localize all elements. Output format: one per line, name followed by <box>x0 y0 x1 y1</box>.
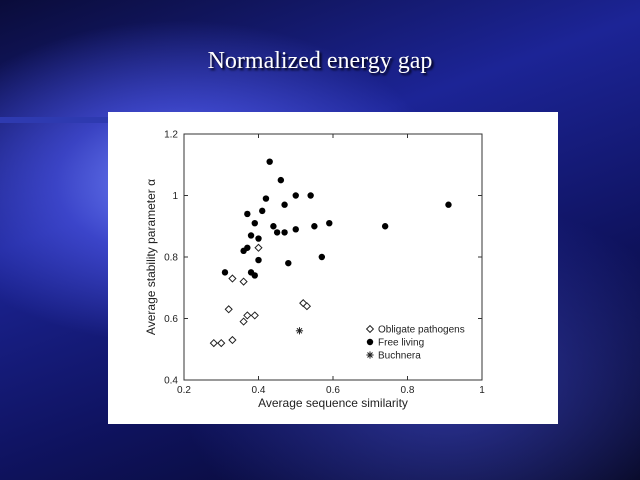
data-point <box>307 192 314 199</box>
legend-marker <box>366 351 374 359</box>
data-point <box>262 195 270 202</box>
data-point <box>302 302 312 311</box>
data-point <box>224 305 233 314</box>
data-point <box>254 243 263 252</box>
legend-label: Buchnera <box>378 351 421 362</box>
x-tick-label: 1 <box>479 385 485 396</box>
data-point <box>228 274 237 283</box>
data-point <box>292 192 299 199</box>
y-axis-label: Average stability parameter α <box>144 179 158 335</box>
x-axis-label: Average sequence similarity <box>258 396 408 410</box>
data-point <box>255 235 262 242</box>
data-point <box>281 201 288 208</box>
x-tick-label: 0.4 <box>252 385 266 396</box>
data-point <box>326 219 333 227</box>
y-tick-label: 0.4 <box>164 376 178 387</box>
data-point <box>239 277 248 286</box>
data-points <box>209 158 452 348</box>
data-point <box>217 338 226 348</box>
y-tick-label: 1 <box>172 191 178 202</box>
data-point <box>266 158 273 165</box>
data-point <box>251 219 258 227</box>
figure-panel: 0.2 0.4 0.6 0.8 1 0.4 0.6 0.8 1 1.2 Average sequ… <box>108 112 558 424</box>
legend-marker <box>366 338 374 346</box>
data-point <box>259 207 266 215</box>
data-point <box>255 256 262 264</box>
data-point <box>239 317 248 326</box>
y-tick-label: 1.2 <box>164 130 178 141</box>
data-point <box>244 210 251 218</box>
data-point <box>250 311 259 320</box>
y-tick-label: 0.6 <box>164 314 178 325</box>
data-point <box>281 229 288 236</box>
data-point <box>240 247 247 255</box>
x-axis-ticks: 0.2 0.4 0.6 0.8 1 <box>177 134 485 396</box>
legend-marker <box>365 324 375 334</box>
data-point <box>209 338 218 348</box>
data-point <box>270 223 277 230</box>
data-point <box>292 226 299 233</box>
data-point <box>285 259 292 267</box>
data-point <box>381 223 389 230</box>
data-point <box>318 253 326 261</box>
y-axis-ticks: 0.4 0.6 0.8 1 1.2 <box>164 130 482 387</box>
scatter-chart: 0.2 0.4 0.6 0.8 1 0.40.60.811.2 Average sequ… <box>144 130 485 411</box>
data-point <box>247 232 255 239</box>
slide-title: Normalized energy gap <box>207 48 433 74</box>
data-point <box>221 269 229 276</box>
y-tick-label: 0.8 <box>164 253 178 264</box>
x-tick-label: 0.2 <box>177 385 191 396</box>
legend-label: Free living <box>378 338 424 349</box>
data-point <box>295 327 304 335</box>
x-tick-label: 0.6 <box>326 385 340 396</box>
legend-label: Obligate pathogens <box>378 325 465 336</box>
x-tick-label: 0.8 <box>401 385 415 396</box>
data-point <box>277 176 285 184</box>
data-point <box>445 201 452 208</box>
legend: Obligate pathogens Free living Buchnera <box>365 324 465 362</box>
data-point <box>243 311 252 320</box>
data-point <box>228 335 237 345</box>
data-point <box>251 272 258 279</box>
data-point <box>311 223 318 230</box>
decorative-left-bar <box>0 117 108 123</box>
data-point <box>273 229 281 236</box>
plot-area <box>183 133 483 381</box>
